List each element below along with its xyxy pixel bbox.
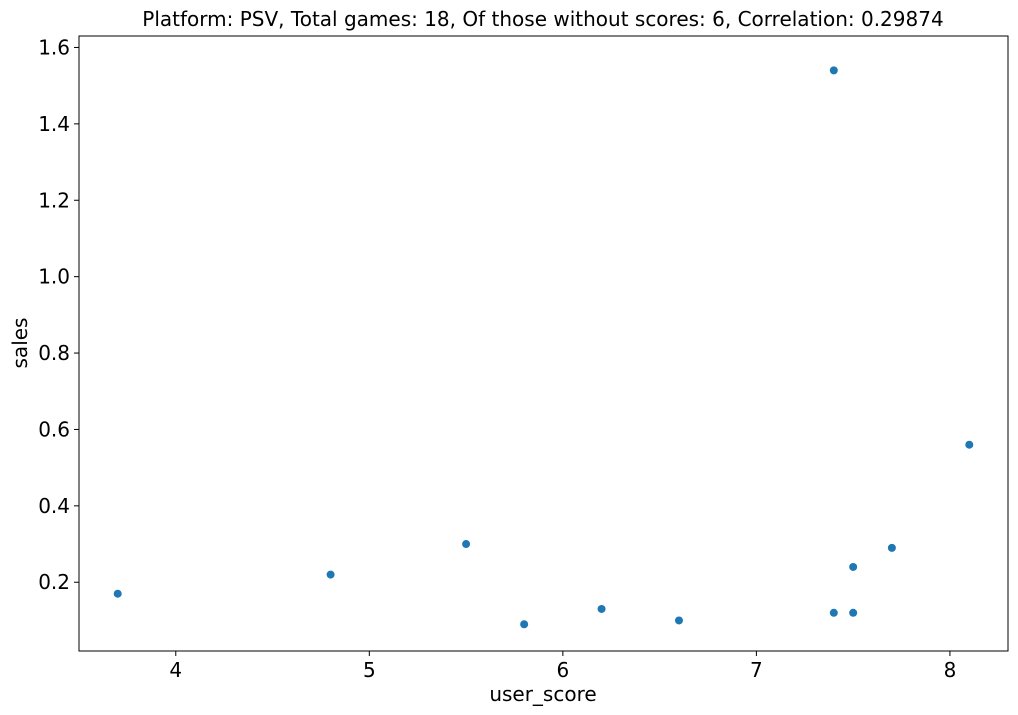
y-tick-label: 1.0 <box>38 265 70 289</box>
y-tick-label: 0.2 <box>38 570 70 594</box>
scatter-point <box>965 440 974 449</box>
x-tick-label: 4 <box>169 658 182 682</box>
y-tick-label: 0.6 <box>38 417 70 441</box>
scatter-point <box>597 604 606 613</box>
scatter-point <box>462 540 471 549</box>
y-axis-label: sales <box>8 318 32 369</box>
data-points <box>113 66 974 629</box>
x-tick-label: 5 <box>363 658 376 682</box>
y-axis: 0.2 0.4 0.6 0.8 1.0 1.2 1.4 1.6 <box>38 35 79 594</box>
y-tick-label: 1.2 <box>38 188 70 212</box>
scatter-point <box>849 608 858 617</box>
scatter-point <box>829 608 838 617</box>
y-tick-label: 1.4 <box>38 112 70 136</box>
x-tick-label: 8 <box>944 658 957 682</box>
scatter-point <box>674 616 683 625</box>
scatter-point <box>849 562 858 571</box>
x-axis: 4 5 6 7 8 <box>169 651 956 682</box>
y-tick-label: 1.6 <box>38 35 70 59</box>
plot-area-frame <box>78 35 1009 652</box>
scatter-point <box>326 570 335 579</box>
scatter-point <box>520 620 529 629</box>
scatter-point <box>113 589 122 598</box>
x-tick-label: 7 <box>750 658 763 682</box>
scatter-point <box>829 66 838 75</box>
x-tick-label: 6 <box>556 658 569 682</box>
y-tick-label: 0.8 <box>38 341 70 365</box>
chart-title: Platform: PSV, Total games: 18, Of those… <box>142 7 943 31</box>
y-tick-label: 0.4 <box>38 494 70 518</box>
scatter-point <box>887 543 896 552</box>
x-axis-label: user_score <box>489 682 596 706</box>
